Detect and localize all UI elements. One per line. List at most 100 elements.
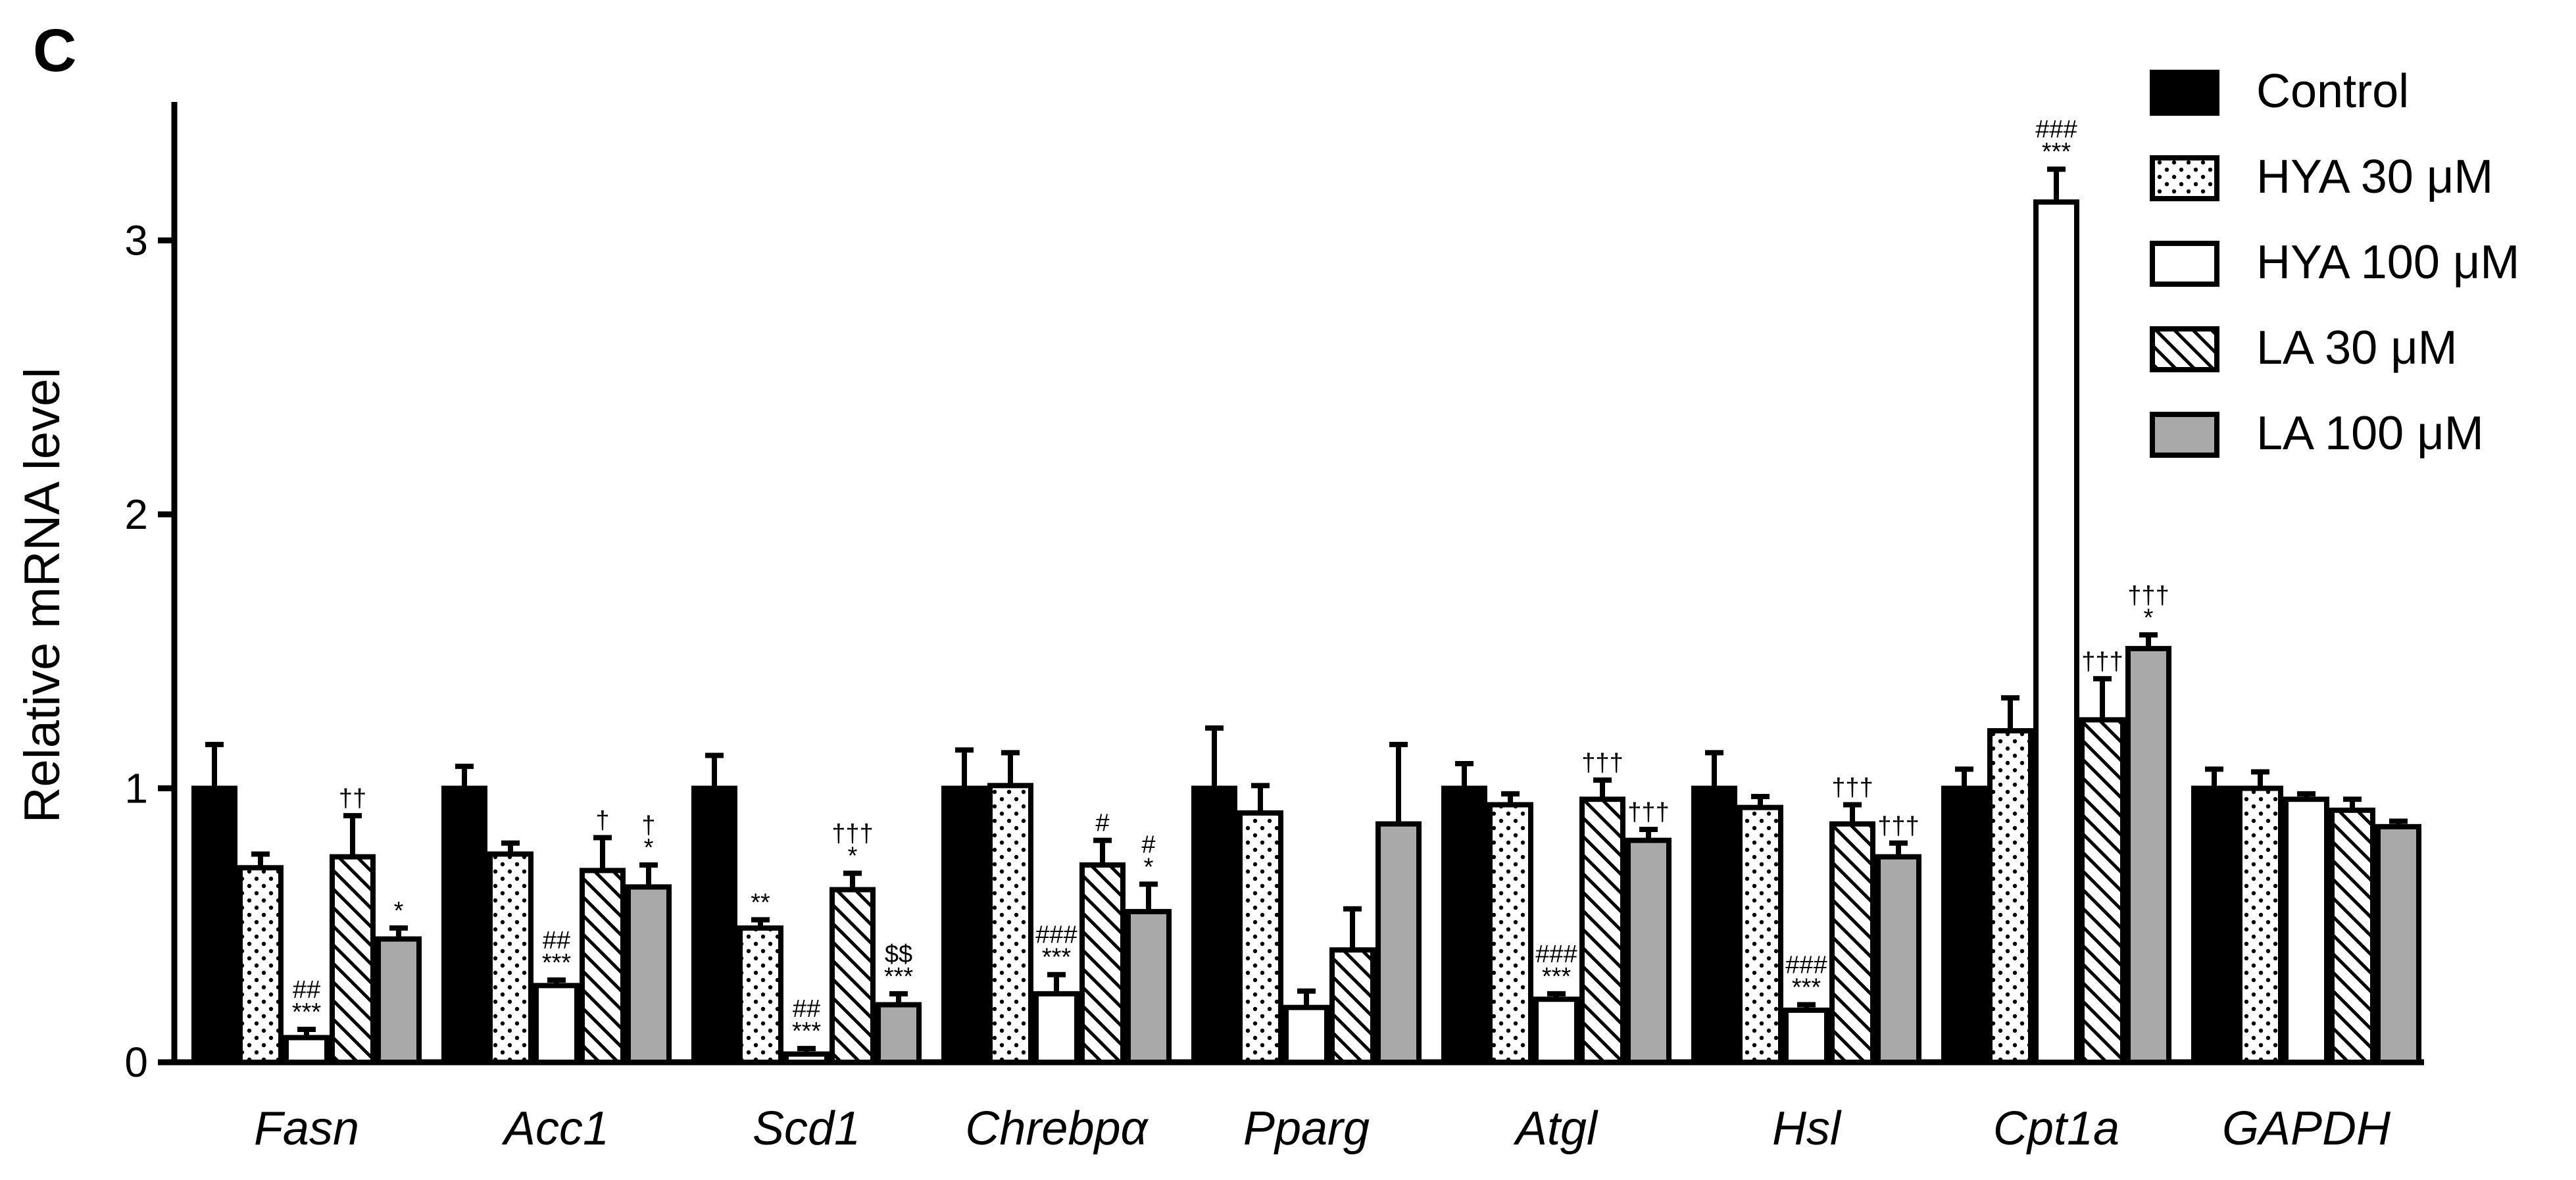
- panel-label: C: [33, 17, 76, 84]
- legend-label: LA 100 μM: [2256, 407, 2484, 460]
- bar: [1191, 785, 1237, 1065]
- bar: [191, 785, 237, 1065]
- bar: [2079, 717, 2125, 1065]
- significance-mark: ###: [1035, 922, 1077, 949]
- significance-mark: ***: [1542, 963, 1572, 991]
- legend-swatch: [2150, 326, 2219, 372]
- bar: [441, 785, 487, 1065]
- significance-mark: †††: [1877, 812, 1919, 840]
- x-tick-label: GAPDH: [2222, 1102, 2391, 1155]
- bar: [330, 854, 376, 1065]
- bar: [376, 936, 422, 1065]
- bar: [1283, 1004, 1329, 1065]
- significance-mark: †: [595, 806, 609, 834]
- significance-mark: ***: [1792, 974, 1821, 1002]
- significance-mark: *: [394, 897, 404, 925]
- bar: [1783, 1007, 1829, 1065]
- significance-mark: †††: [1581, 749, 1623, 777]
- bar: [1126, 908, 1172, 1066]
- significance-mark: *: [848, 843, 858, 870]
- significance-mark: ##: [293, 976, 320, 1004]
- legend-label: HYA 30 μM: [2256, 151, 2493, 203]
- significance-mark: †: [641, 812, 655, 839]
- bar: [487, 851, 533, 1065]
- bar: [1329, 947, 1375, 1065]
- significance-mark: ***: [542, 949, 572, 977]
- significance-mark: †††: [1627, 799, 1669, 826]
- bar: [876, 1002, 922, 1066]
- bars: ***##††****##†*†*****##*†††***$$ ***####*…: [191, 116, 2421, 1066]
- bar: [2125, 646, 2171, 1065]
- bar: [1441, 785, 1487, 1065]
- x-tick-label: Cpt1a: [1993, 1102, 2119, 1155]
- bar: [1579, 797, 1625, 1066]
- bar: [580, 868, 626, 1065]
- significance-mark: $$: [885, 941, 912, 968]
- significance-mark: ***: [884, 963, 914, 991]
- significance-mark: *: [1144, 853, 1154, 881]
- significance-mark: †††: [1831, 774, 1873, 801]
- bar: [2237, 785, 2283, 1065]
- significance-mark: †††: [2127, 581, 2169, 609]
- y-tick-label: 2: [124, 491, 148, 538]
- bar: [2191, 785, 2237, 1065]
- x-tick-label: Chrebpα: [965, 1102, 1149, 1155]
- bar: [737, 925, 783, 1066]
- bar: [1625, 837, 1672, 1065]
- bar: [830, 887, 876, 1065]
- bar: [284, 1035, 330, 1066]
- bar: [626, 884, 672, 1065]
- x-tick-label: Acc1: [501, 1102, 609, 1155]
- bar: [1079, 862, 1126, 1065]
- significance-mark: #: [1095, 810, 1109, 837]
- y-axis-label: Relative mRNA level: [14, 368, 70, 824]
- bar: [2329, 807, 2375, 1065]
- bar: [237, 865, 284, 1066]
- legend-label: Control: [2256, 65, 2409, 118]
- significance-mark: ***: [2042, 138, 2071, 166]
- significance-mark: ###: [1785, 952, 1827, 979]
- significance-mark: ###: [2035, 116, 2077, 143]
- bar: [1487, 802, 1533, 1065]
- y-ticks: 0 1 2 3: [124, 217, 174, 1086]
- bar: [2375, 824, 2421, 1066]
- bar: [941, 785, 987, 1065]
- significance-mark: **: [751, 889, 770, 916]
- significance-mark: †††: [831, 820, 873, 848]
- legend-label: HYA 100 μM: [2256, 236, 2519, 289]
- significance-mark: *: [644, 834, 654, 862]
- legend-swatch: [2150, 241, 2219, 287]
- bar: [2033, 199, 2079, 1066]
- bar: [1875, 854, 1921, 1065]
- x-tick-label: Scd1: [753, 1102, 860, 1155]
- bar: [1033, 991, 1079, 1065]
- bar: [1237, 810, 1283, 1065]
- significance-mark: ##: [793, 995, 820, 1023]
- bar: [1941, 785, 1987, 1065]
- x-tick-label: Atgl: [1513, 1102, 1598, 1155]
- significance-mark: ###: [1535, 941, 1577, 968]
- significance-mark: ***: [792, 1018, 822, 1045]
- bar: [2283, 797, 2329, 1066]
- significance-mark: *: [2144, 604, 2154, 631]
- significance-mark: ##: [543, 927, 570, 954]
- bar: [1691, 785, 1737, 1065]
- legend-label: LA 30 μM: [2256, 322, 2458, 374]
- y-tick-label: 1: [124, 765, 148, 812]
- x-tick-labels: Fasn Acc1 Scd1 Chrebpα Pparg Atgl Hsl Cpt1a GAPD…: [254, 1102, 2391, 1155]
- bar: [533, 983, 580, 1066]
- bar: [1375, 821, 1422, 1066]
- x-tick-label: Fasn: [254, 1102, 359, 1155]
- x-tick-label: Pparg: [1243, 1102, 1370, 1155]
- bar: [691, 785, 737, 1065]
- significance-mark: #: [1141, 831, 1155, 858]
- significance-mark: †††: [2081, 648, 2123, 676]
- bar: [1533, 996, 1579, 1065]
- significance-mark: ††: [339, 785, 366, 812]
- bar: [1737, 804, 1783, 1066]
- legend-swatch: [2150, 155, 2219, 201]
- legend: Control HYA 30 μM HYA 100 μM LA 30 μM LA 100…: [2150, 65, 2519, 460]
- y-tick-label: 3: [124, 217, 148, 264]
- legend-swatch: [2150, 70, 2219, 116]
